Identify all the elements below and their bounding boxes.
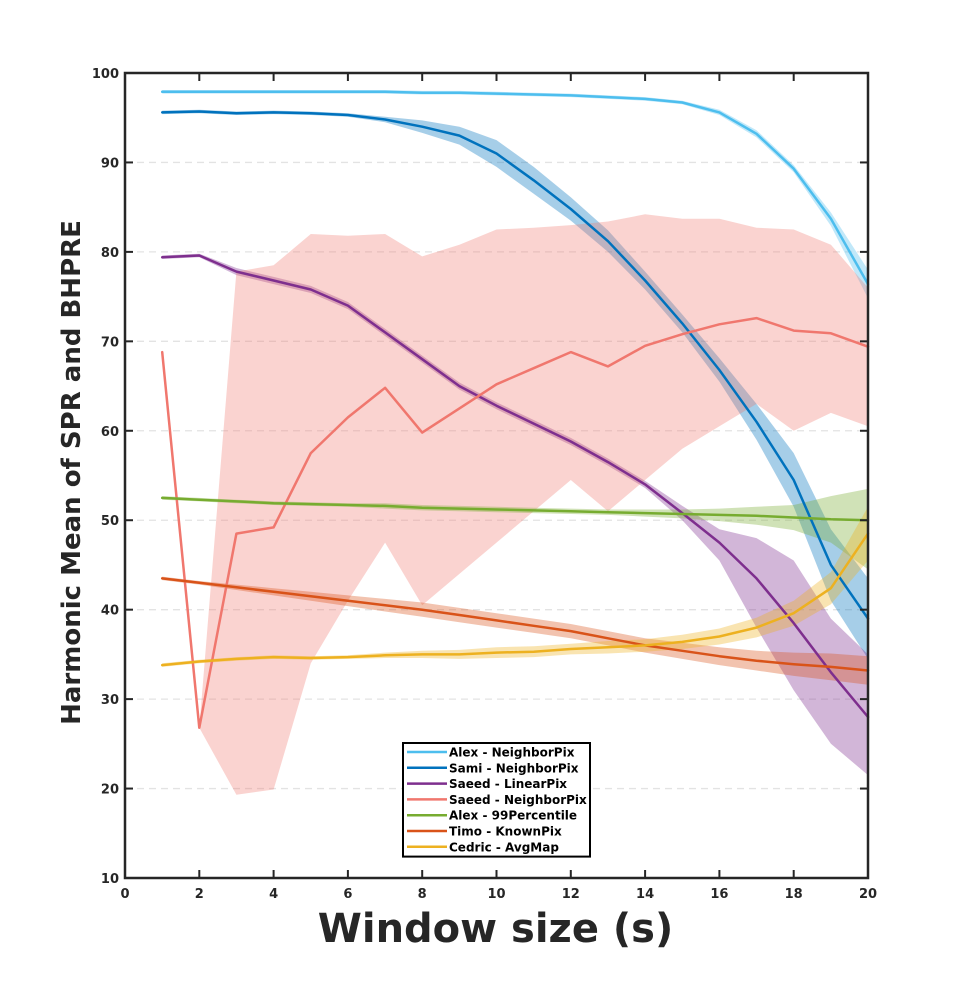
band-sami-neighborpix [162,109,868,659]
series-line-saeed-linearpix [160,254,870,719]
series-line-timo-knownpix [160,577,870,672]
series-line-alex-99percentile [160,496,870,522]
axis-ticks: 0 2 4 6 8 10 12 14 16 18 20 10 20 30 40 50 60 70 80 90 100 [92,67,877,902]
y-tick-label: 80 [101,246,119,261]
series-line-cedric-avgmap [160,532,870,667]
x-tick-label: 10 [487,887,505,902]
x-tick-label: 18 [785,887,803,902]
legend-label: Saeed - LinearPix [449,777,567,791]
confidence-bands [162,90,868,795]
x-tick-label: 16 [710,887,728,902]
series-line-sami-neighborpix [160,110,870,620]
y-tick-label: 50 [101,514,119,529]
series-line-saeed-neighborpix [160,316,870,729]
y-axis-title: Harmonic Mean of SPR and BHPRE [57,220,87,725]
y-tick-label: 100 [92,67,119,82]
series-lines [160,90,870,729]
legend-label: Sami - NeighborPix [449,761,579,775]
x-tick-label: 2 [195,887,204,902]
x-axis-title: Window size (s) [318,906,674,952]
x-tick-label: 14 [636,887,654,902]
band-saeed-neighborpix [162,214,868,795]
y-tick-label: 40 [101,604,119,619]
legend-label: Alex - 99Percentile [449,809,577,823]
y-tick-label: 90 [101,156,119,171]
legend-label: Cedric - AvgMap [449,840,559,854]
y-tick-label: 70 [101,335,119,350]
series-line-alex-neighborpix [160,90,870,286]
y-tick-label: 60 [101,425,119,440]
x-tick-label: 6 [343,887,352,902]
gridlines [125,161,868,790]
x-tick-label: 4 [269,887,278,902]
y-tick-label: 10 [101,872,119,887]
legend-label: Alex - NeighborPix [449,746,575,760]
legend-label: Saeed - NeighborPix [449,793,587,807]
x-tick-label: 20 [859,887,877,902]
y-tick-label: 30 [101,693,119,708]
x-tick-label: 8 [418,887,427,902]
x-tick-label: 12 [562,887,580,902]
legend-label: Timo - KnownPix [449,825,562,839]
x-tick-label: 0 [120,887,129,902]
band-timo-knownpix [162,576,868,685]
y-tick-label: 20 [101,783,119,798]
